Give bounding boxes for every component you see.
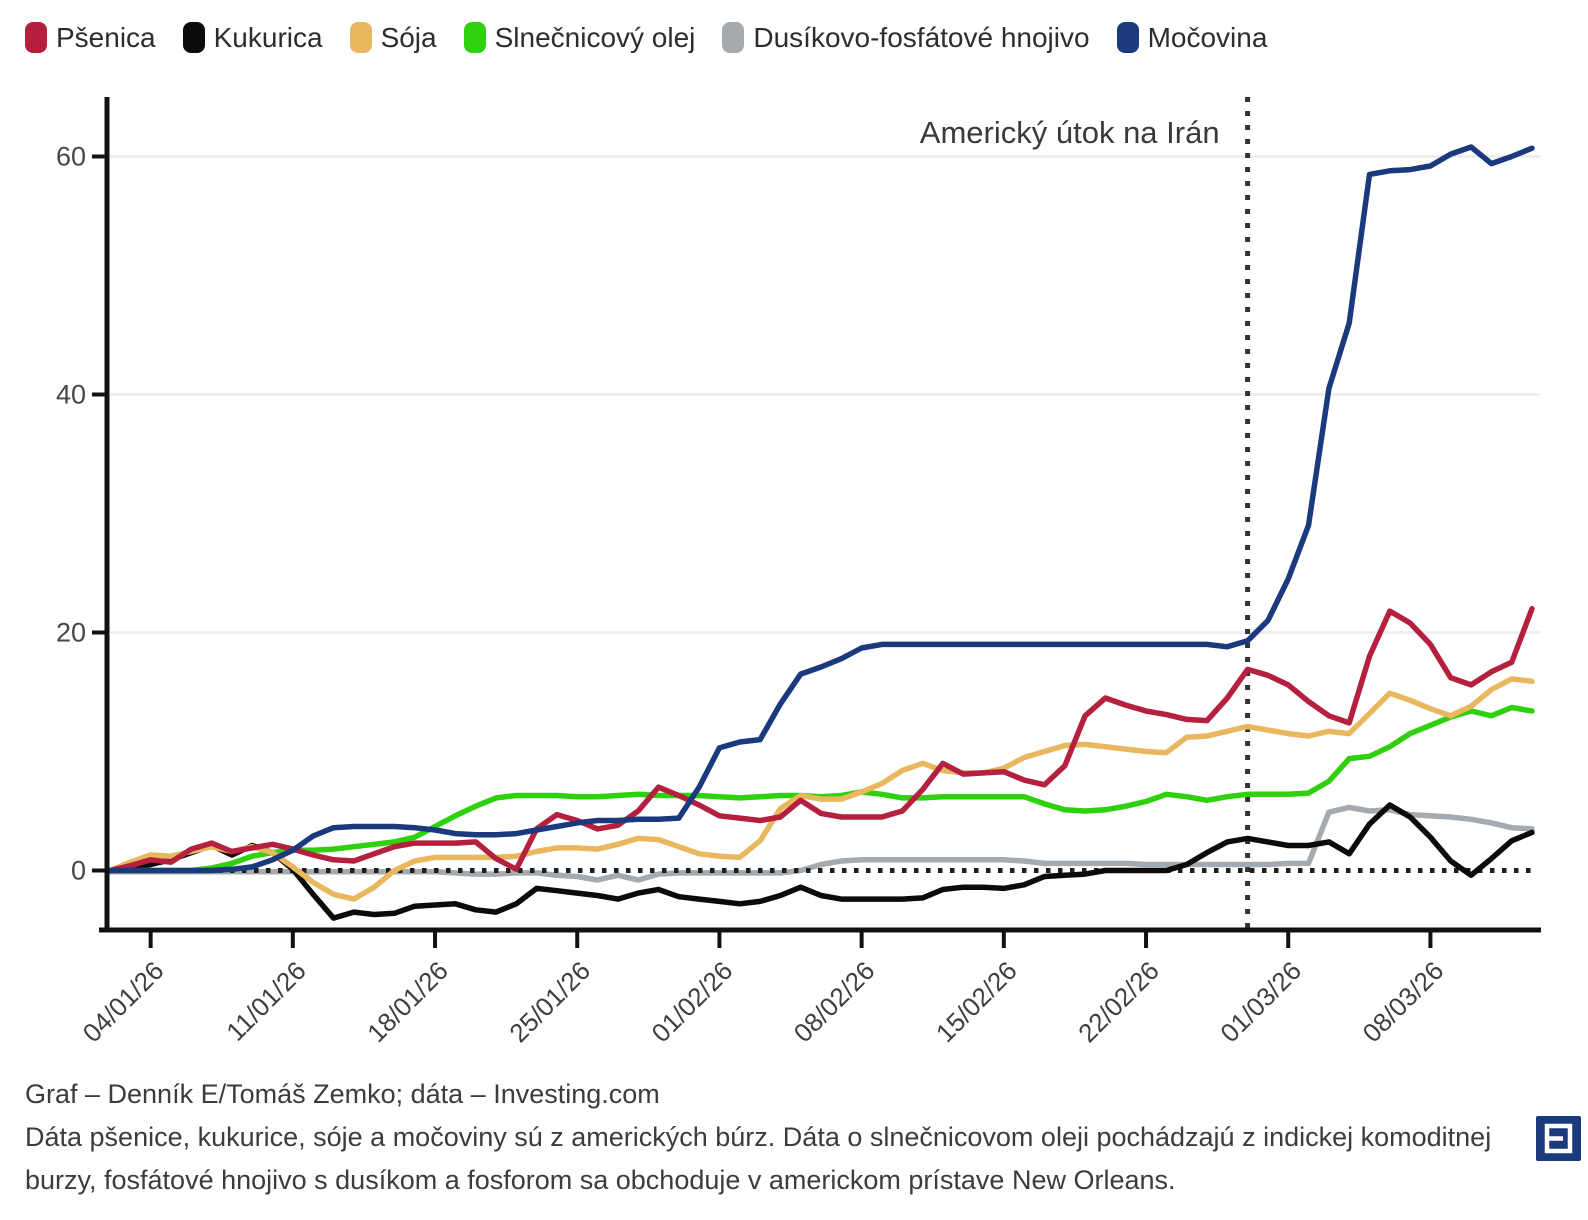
event-annotation: Americký útok na Irán <box>920 115 1220 150</box>
series-line-4 <box>107 804 1535 883</box>
legend-item-5[interactable]: Močovina <box>1116 21 1268 53</box>
x-tick-label: 22/02/26 <box>1072 955 1165 1048</box>
x-tick-label: 25/01/26 <box>503 955 596 1048</box>
y-tick-label: 0 <box>71 856 86 886</box>
x-tick-label: 08/02/26 <box>788 955 881 1048</box>
chart-legend: Pšenica Kukurica Sója Slnečnicový olej Dusík… <box>25 22 1267 53</box>
legend-swatch-icon <box>349 22 372 53</box>
legend-label: Slnečnicový olej <box>494 21 696 53</box>
legend-swatch-icon <box>182 22 205 53</box>
legend-swatch-icon <box>1116 22 1139 53</box>
y-tick-label: 60 <box>56 142 86 172</box>
dennik-e-logo <box>1536 1116 1581 1161</box>
legend-label: Pšenica <box>56 21 156 53</box>
legend-label: Sója <box>380 21 437 53</box>
logo-e-icon <box>1536 1116 1581 1161</box>
x-tick-label: 01/02/26 <box>646 955 739 1048</box>
legend-item-0[interactable]: Pšenica <box>25 22 156 53</box>
y-tick-label: 20 <box>56 618 86 648</box>
legend-item-1[interactable]: Kukurica <box>182 21 323 53</box>
series-line-1 <box>107 802 1535 921</box>
series-line-5 <box>107 144 1535 874</box>
legend-item-2[interactable]: Sója <box>349 21 437 53</box>
x-tick-label: 04/01/26 <box>77 955 170 1048</box>
legend-item-4[interactable]: Dusíkovo-fosfátové hnojivo <box>722 21 1090 53</box>
x-tick-label: 18/01/26 <box>361 955 454 1048</box>
legend-label: Dusíkovo-fosfátové hnojivo <box>753 21 1090 53</box>
series-line-0 <box>107 605 1535 874</box>
x-tick-label: 08/03/26 <box>1357 955 1450 1048</box>
line-chart: 0 20 40 60 04/01/26 11/01/26 18/01/26 25/01/26 0… <box>56 97 1541 1048</box>
legend-item-3[interactable]: Slnečnicový olej <box>463 21 696 53</box>
x-tick-label: 15/02/26 <box>930 955 1023 1048</box>
legend-swatch-icon <box>463 22 486 53</box>
series-line-2 <box>107 676 1535 902</box>
credit-line: Graf – Denník E/Tomáš Zemko; dáta – Inve… <box>25 1079 660 1109</box>
legend-swatch-icon <box>722 22 745 53</box>
y-tick-label: 40 <box>56 380 86 410</box>
legend-swatch-icon <box>25 22 47 53</box>
source-note: Dáta pšenice, kukurice, sóje a močoviny … <box>25 1122 1492 1195</box>
legend-label: Kukurica <box>213 21 323 53</box>
legend-label: Močovina <box>1147 21 1268 53</box>
x-tick-label: 01/03/26 <box>1214 955 1307 1048</box>
x-tick-label: 11/01/26 <box>220 955 311 1046</box>
